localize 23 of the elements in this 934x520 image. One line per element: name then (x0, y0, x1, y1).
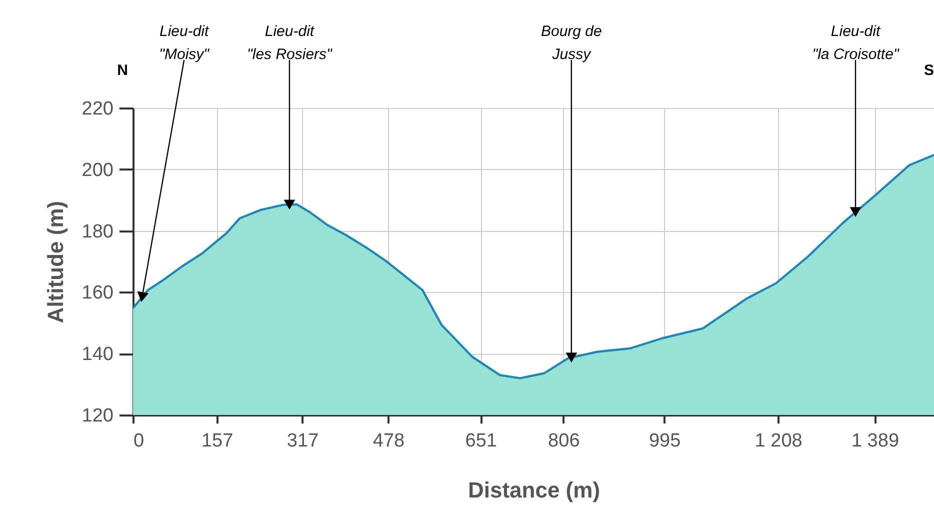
y-tick-label: 120 (82, 406, 114, 426)
x-tick-label: 806 (548, 430, 580, 452)
x-tick-label: 157 (201, 430, 234, 452)
y-tick-label: 220 (82, 98, 114, 120)
x-axis-title: Distance (m) (468, 478, 600, 502)
y-tick-label: 200 (82, 160, 114, 181)
annotation: Lieu-dit "la Croisotte" (812, 23, 900, 63)
x-tick-label: 651 (465, 430, 497, 452)
text: S (924, 62, 934, 79)
text: N (117, 62, 128, 79)
y-axis-title: Altitude (m) (42, 200, 68, 324)
y-tick-label: 160 (82, 282, 114, 304)
x-tick-label: 1 389 (851, 430, 899, 452)
annotation: Lieu-dit "les Rosiers" (247, 23, 333, 63)
y-tick-label: 180 (82, 221, 114, 242)
x-tick-label: 317 (286, 430, 319, 452)
x-tick-label: 1 208 (754, 430, 802, 452)
y-tick-label: 140 (82, 344, 114, 366)
annotation: Lieu-dit "Moisy" (159, 23, 210, 63)
x-tick-label: 0 (134, 430, 144, 452)
x-tick-label: 478 (372, 430, 405, 452)
x-tick-label: 995 (648, 430, 681, 452)
annotation: Bourg de Jussy (540, 23, 602, 63)
